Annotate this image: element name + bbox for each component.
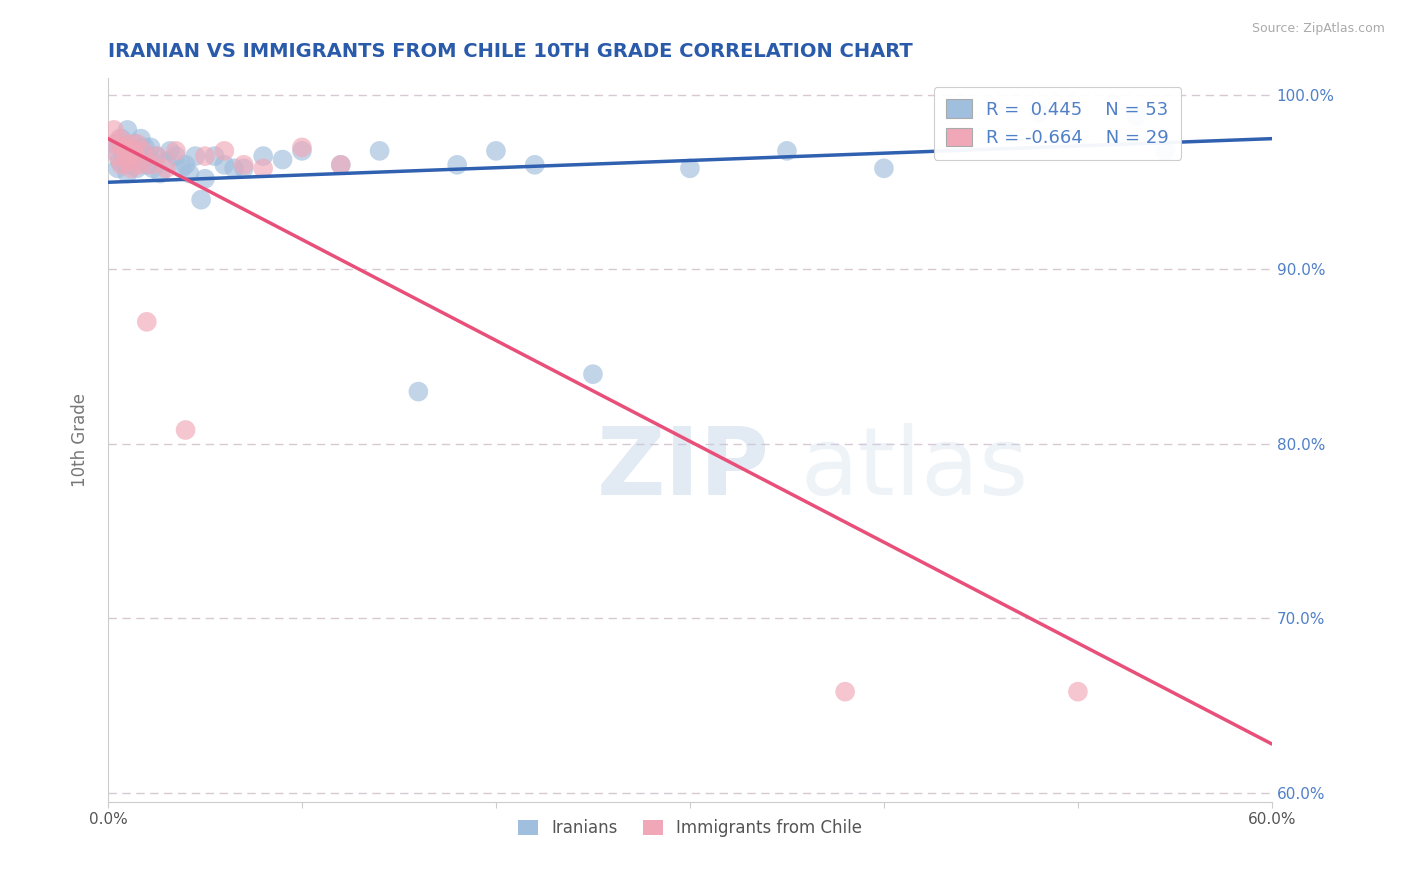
Point — [107, 149, 129, 163]
Point — [271, 153, 294, 167]
Point — [446, 158, 468, 172]
Point — [252, 149, 274, 163]
Text: IRANIAN VS IMMIGRANTS FROM CHILE 10TH GRADE CORRELATION CHART: IRANIAN VS IMMIGRANTS FROM CHILE 10TH GR… — [108, 42, 912, 61]
Point — [138, 149, 160, 163]
Point — [174, 158, 197, 172]
Point — [132, 153, 155, 167]
Point — [117, 123, 139, 137]
Point — [291, 140, 314, 154]
Point — [120, 161, 142, 176]
Point — [127, 136, 149, 151]
Point — [679, 161, 702, 176]
Point — [523, 158, 546, 172]
Point — [108, 131, 131, 145]
Point — [135, 315, 157, 329]
Point — [120, 140, 142, 154]
Point — [110, 131, 132, 145]
Point — [165, 149, 187, 163]
Point — [118, 158, 141, 172]
Point — [132, 144, 155, 158]
Point — [124, 136, 146, 151]
Text: Source: ZipAtlas.com: Source: ZipAtlas.com — [1251, 22, 1385, 36]
Y-axis label: 10th Grade: 10th Grade — [72, 392, 89, 486]
Point — [118, 136, 141, 151]
Point — [194, 149, 217, 163]
Point — [127, 161, 149, 176]
Point — [179, 167, 201, 181]
Point — [112, 149, 135, 163]
Point — [114, 140, 136, 154]
Point — [139, 158, 162, 172]
Point — [232, 158, 254, 172]
Point — [232, 161, 254, 176]
Point — [122, 144, 145, 158]
Point — [252, 161, 274, 176]
Point — [107, 161, 129, 176]
Legend: Iranians, Immigrants from Chile: Iranians, Immigrants from Chile — [512, 813, 869, 844]
Point — [834, 684, 856, 698]
Point — [129, 131, 152, 145]
Point — [174, 423, 197, 437]
Point — [184, 149, 207, 163]
Point — [485, 144, 508, 158]
Point — [291, 144, 314, 158]
Point — [204, 149, 226, 163]
Point — [117, 167, 139, 181]
Point — [155, 154, 177, 169]
Point — [112, 140, 135, 154]
Point — [329, 158, 352, 172]
Point — [103, 123, 125, 137]
Point — [155, 161, 177, 176]
Point — [122, 149, 145, 163]
Point — [110, 158, 132, 172]
Point — [190, 193, 212, 207]
Point — [194, 171, 217, 186]
Point — [873, 161, 896, 176]
Point — [1067, 684, 1090, 698]
Point — [776, 144, 799, 158]
Point — [149, 167, 172, 181]
Point — [128, 158, 150, 172]
Point — [114, 144, 136, 158]
Point — [214, 144, 236, 158]
Point — [159, 144, 181, 158]
Point — [108, 154, 131, 169]
Point — [124, 149, 146, 163]
Point — [117, 154, 139, 169]
Point — [104, 136, 127, 151]
Point — [582, 367, 605, 381]
Point — [368, 144, 391, 158]
Text: atlas: atlas — [800, 423, 1029, 515]
Point — [145, 149, 167, 163]
Point — [103, 144, 125, 158]
Point — [1125, 109, 1147, 123]
Point — [145, 149, 167, 163]
Point — [170, 161, 193, 176]
Point — [142, 161, 165, 176]
Point — [139, 140, 162, 154]
Point — [214, 158, 236, 172]
Point — [408, 384, 430, 399]
Point — [222, 161, 245, 176]
Point — [104, 136, 127, 151]
Point — [1028, 105, 1050, 120]
Point — [329, 158, 352, 172]
Point — [165, 144, 187, 158]
Point — [134, 140, 156, 154]
Point — [128, 144, 150, 158]
Point — [1154, 144, 1177, 158]
Text: ZIP: ZIP — [596, 423, 769, 515]
Point — [135, 158, 157, 172]
